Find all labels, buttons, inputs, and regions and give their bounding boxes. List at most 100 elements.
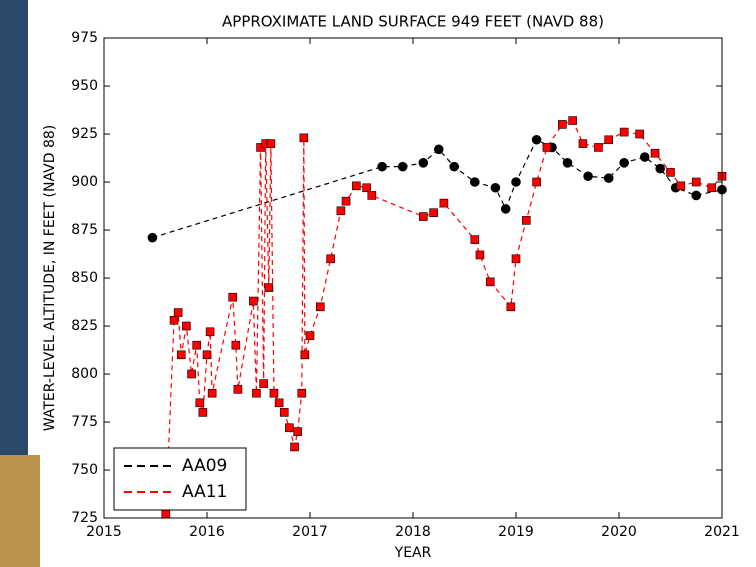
point [418, 212, 428, 221]
point [293, 427, 302, 436]
point [635, 129, 644, 139]
point [650, 148, 660, 158]
point [676, 181, 686, 191]
x-tick-label: 2019 [498, 524, 534, 540]
y-tick-label: 875 [71, 222, 98, 238]
point [655, 163, 666, 174]
point [511, 177, 521, 187]
point [532, 177, 541, 187]
point [433, 144, 444, 155]
y-tick-label: 800 [71, 366, 98, 382]
point [176, 350, 186, 360]
point [192, 340, 201, 350]
point [231, 340, 241, 350]
point [182, 321, 191, 331]
point [290, 442, 299, 452]
point [485, 277, 495, 287]
y-tick-label: 775 [71, 414, 98, 430]
x-tick-label: 2018 [395, 524, 431, 540]
x-tick-label: 2017 [292, 524, 328, 540]
y-tick-label: 900 [71, 174, 98, 190]
point [603, 173, 614, 183]
point [619, 158, 629, 168]
y-tick-label: 825 [71, 318, 98, 334]
point [300, 350, 310, 360]
x-tick-label: 2016 [189, 524, 225, 540]
point [205, 327, 215, 337]
point [500, 204, 511, 214]
point [169, 315, 179, 325]
point [521, 216, 531, 225]
y-tick-label: 725 [71, 510, 98, 526]
y-tick-label: 850 [71, 270, 98, 286]
point [269, 388, 279, 398]
y-tick-label: 750 [71, 462, 98, 478]
point [249, 296, 258, 306]
point [341, 196, 351, 206]
point [326, 254, 335, 264]
point [470, 235, 480, 244]
x-tick-label: 2020 [601, 524, 637, 540]
plot-frame [103, 37, 723, 519]
point [578, 139, 588, 148]
point [568, 116, 577, 125]
point [315, 302, 325, 312]
point [397, 161, 408, 172]
point [264, 283, 274, 292]
point [299, 133, 309, 143]
point [531, 134, 542, 145]
point [266, 139, 276, 148]
point [228, 292, 238, 302]
x-tick-label: 2021 [704, 524, 740, 540]
point [259, 379, 268, 388]
point [594, 143, 603, 152]
point [666, 168, 675, 177]
point [583, 171, 593, 182]
y-tick-label: 925 [71, 126, 98, 142]
point [542, 143, 552, 152]
point [305, 331, 315, 340]
point [297, 388, 307, 398]
point [449, 161, 460, 172]
point [233, 385, 243, 394]
point [511, 254, 521, 264]
point [691, 177, 701, 187]
point [469, 177, 480, 187]
point [558, 120, 567, 129]
point [285, 423, 294, 433]
chart-title: APPROXIMATE LAND SURFACE 949 FEET (NAVD … [222, 13, 604, 31]
decor [0, 455, 40, 567]
point [195, 398, 205, 408]
point [691, 190, 702, 201]
point [252, 388, 261, 398]
x-tick-label: 2015 [86, 524, 122, 540]
point [198, 408, 208, 417]
point [490, 182, 501, 193]
point [418, 158, 429, 168]
y-tick-label: 950 [71, 78, 98, 94]
x-axis-label: YEAR [394, 545, 432, 561]
y-tick-label: 975 [71, 30, 98, 46]
point [202, 350, 212, 360]
point [352, 181, 361, 191]
point [639, 152, 650, 162]
legend-label: AA09 [182, 456, 227, 476]
point [707, 183, 717, 193]
legend-label: AA11 [182, 482, 227, 502]
y-axis-label: WATER-LEVEL ALTITUDE, IN FEET (NAVD 88) [42, 125, 58, 431]
point [336, 206, 346, 216]
point [475, 250, 485, 260]
legend-box [113, 447, 247, 511]
point [274, 398, 284, 408]
point [147, 232, 158, 243]
point [173, 308, 183, 317]
point [367, 191, 377, 200]
point [161, 509, 171, 519]
point [429, 208, 438, 218]
point [439, 198, 449, 208]
point [362, 183, 371, 193]
point [604, 135, 614, 145]
point [506, 302, 516, 312]
point [187, 369, 196, 379]
